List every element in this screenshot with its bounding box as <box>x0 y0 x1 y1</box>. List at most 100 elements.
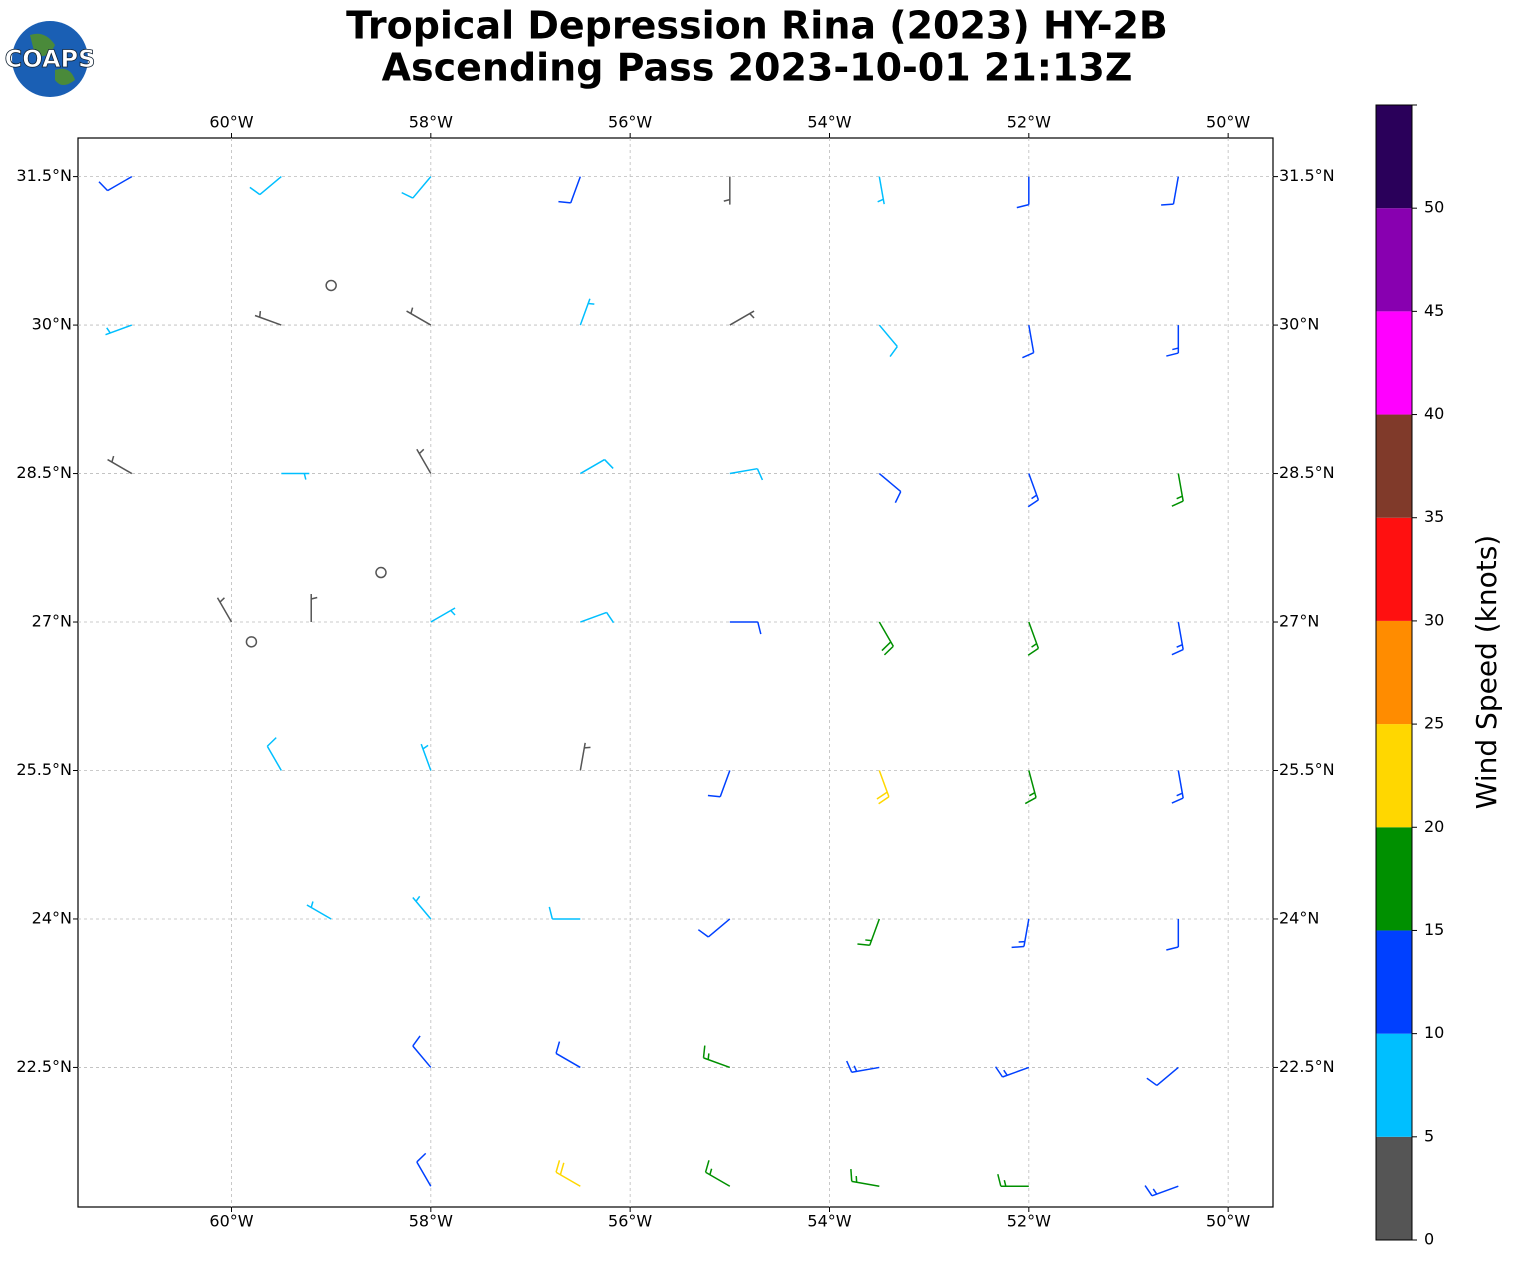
barb-staff <box>570 176 582 204</box>
barb-staff <box>878 324 898 348</box>
barb-feather <box>1161 203 1174 206</box>
colorbar-segment <box>1376 930 1412 1034</box>
barb-feather <box>865 939 872 942</box>
y-tick-label-left: 31.5°N <box>16 166 72 185</box>
barb-staff <box>412 176 432 199</box>
barb-feather <box>219 597 225 603</box>
barb-feather <box>702 1045 706 1058</box>
wind-barb <box>1024 770 1037 805</box>
y-tick-label-right: 24°N <box>1279 908 1319 927</box>
wind-barb <box>216 597 233 623</box>
barb-feather <box>1011 945 1025 949</box>
barb-feather <box>723 198 731 202</box>
wind-barb <box>1022 324 1035 359</box>
barb-feather <box>555 1041 561 1054</box>
wind-barb <box>1166 918 1180 951</box>
barb-feather <box>697 929 709 938</box>
barb-staff <box>579 298 591 326</box>
barb-feather <box>1016 203 1029 209</box>
barb-staff <box>878 472 902 493</box>
barb-feather <box>997 1174 1002 1187</box>
wind-barb <box>105 324 133 336</box>
colorbar-tick-label: 50 <box>1424 198 1444 217</box>
colorbar-tick-label: 35 <box>1424 507 1444 526</box>
barb-staff <box>719 770 731 798</box>
wind-barb <box>729 310 755 326</box>
barb-feather <box>877 198 884 203</box>
wind-barb <box>580 611 615 624</box>
barb-feather <box>704 1160 710 1173</box>
barb-feather <box>1024 796 1037 805</box>
barb-feather <box>1146 1077 1158 1087</box>
barb-feather <box>994 1066 1004 1078</box>
colorbar-tick-label: 45 <box>1424 301 1444 320</box>
wind-barb <box>555 1041 581 1069</box>
wind-barb <box>1171 770 1184 804</box>
barb-feather <box>1031 494 1038 500</box>
wind-barb <box>878 472 902 503</box>
x-tick-label-bottom: 56°W <box>608 1212 652 1231</box>
colorbar-segment <box>1376 1033 1412 1137</box>
barb-feather <box>749 313 755 319</box>
barb-staff <box>579 742 586 771</box>
barb-staff <box>703 1057 731 1069</box>
barb-staff <box>1156 1066 1179 1087</box>
barb-staff <box>729 310 755 326</box>
wind-barb <box>1144 1185 1179 1197</box>
wind-barb <box>1016 176 1030 209</box>
barb-feather <box>1144 1185 1153 1197</box>
barb-staff <box>216 597 233 623</box>
barb-feather <box>1176 495 1183 500</box>
barb-feather <box>1003 1180 1007 1187</box>
logo-land <box>30 33 75 85</box>
barb-staff <box>254 314 282 326</box>
wind-barb <box>548 906 581 920</box>
barb-staff <box>878 770 890 798</box>
barb-feather <box>1152 1188 1158 1195</box>
barb-feather <box>415 895 421 902</box>
wind-barb <box>579 458 614 475</box>
barb-feather <box>311 596 318 600</box>
wind-barb <box>876 770 890 805</box>
wind-barb <box>704 1160 731 1187</box>
barb-feather <box>1022 351 1034 359</box>
barb-staff <box>1023 918 1030 947</box>
barb-feather <box>450 609 456 616</box>
wind-barb <box>1161 176 1180 206</box>
wind-barb <box>306 901 332 920</box>
wind-barb <box>249 176 282 196</box>
barb-feather <box>1031 643 1038 648</box>
barb-staff <box>259 176 282 196</box>
wind-barb <box>1171 621 1184 656</box>
wind-barb <box>1146 1066 1179 1087</box>
calm-circle <box>375 566 387 579</box>
y-tick-label-right: 28.5°N <box>1279 463 1335 482</box>
colorbar-tick-label: 40 <box>1424 404 1444 423</box>
x-tick-label-top: 50°W <box>1206 113 1250 132</box>
title-line-2: Ascending Pass 2023-10-01 21:13Z <box>382 46 1133 90</box>
barb-staff <box>107 175 133 192</box>
barb-staff <box>555 1171 581 1187</box>
barb-staff <box>406 310 432 326</box>
barb-feather <box>410 307 414 314</box>
wind-barb <box>416 448 432 474</box>
barb-feather <box>1171 500 1184 507</box>
logo-text: COAPS <box>5 45 96 73</box>
barb-staff <box>851 1180 880 1187</box>
y-tick-label-left: 27°N <box>32 612 72 631</box>
colorbar-tick-label: 20 <box>1424 817 1444 836</box>
barb-feather <box>757 621 762 635</box>
x-tick-label-bottom: 54°W <box>807 1212 851 1231</box>
colorbar-tick-label: 30 <box>1424 610 1444 629</box>
x-tick-label-bottom: 50°W <box>1206 1212 1250 1231</box>
barb-feather <box>894 491 902 503</box>
barb-feather <box>1172 347 1179 351</box>
barb-feather <box>606 612 615 624</box>
colorbar-segment <box>1376 620 1412 725</box>
barb-feather <box>853 1065 858 1072</box>
y-tick-label-right: 30°N <box>1279 315 1319 334</box>
barb-staff <box>420 743 432 771</box>
barb-staff <box>107 458 133 475</box>
barb-feather <box>881 641 892 652</box>
